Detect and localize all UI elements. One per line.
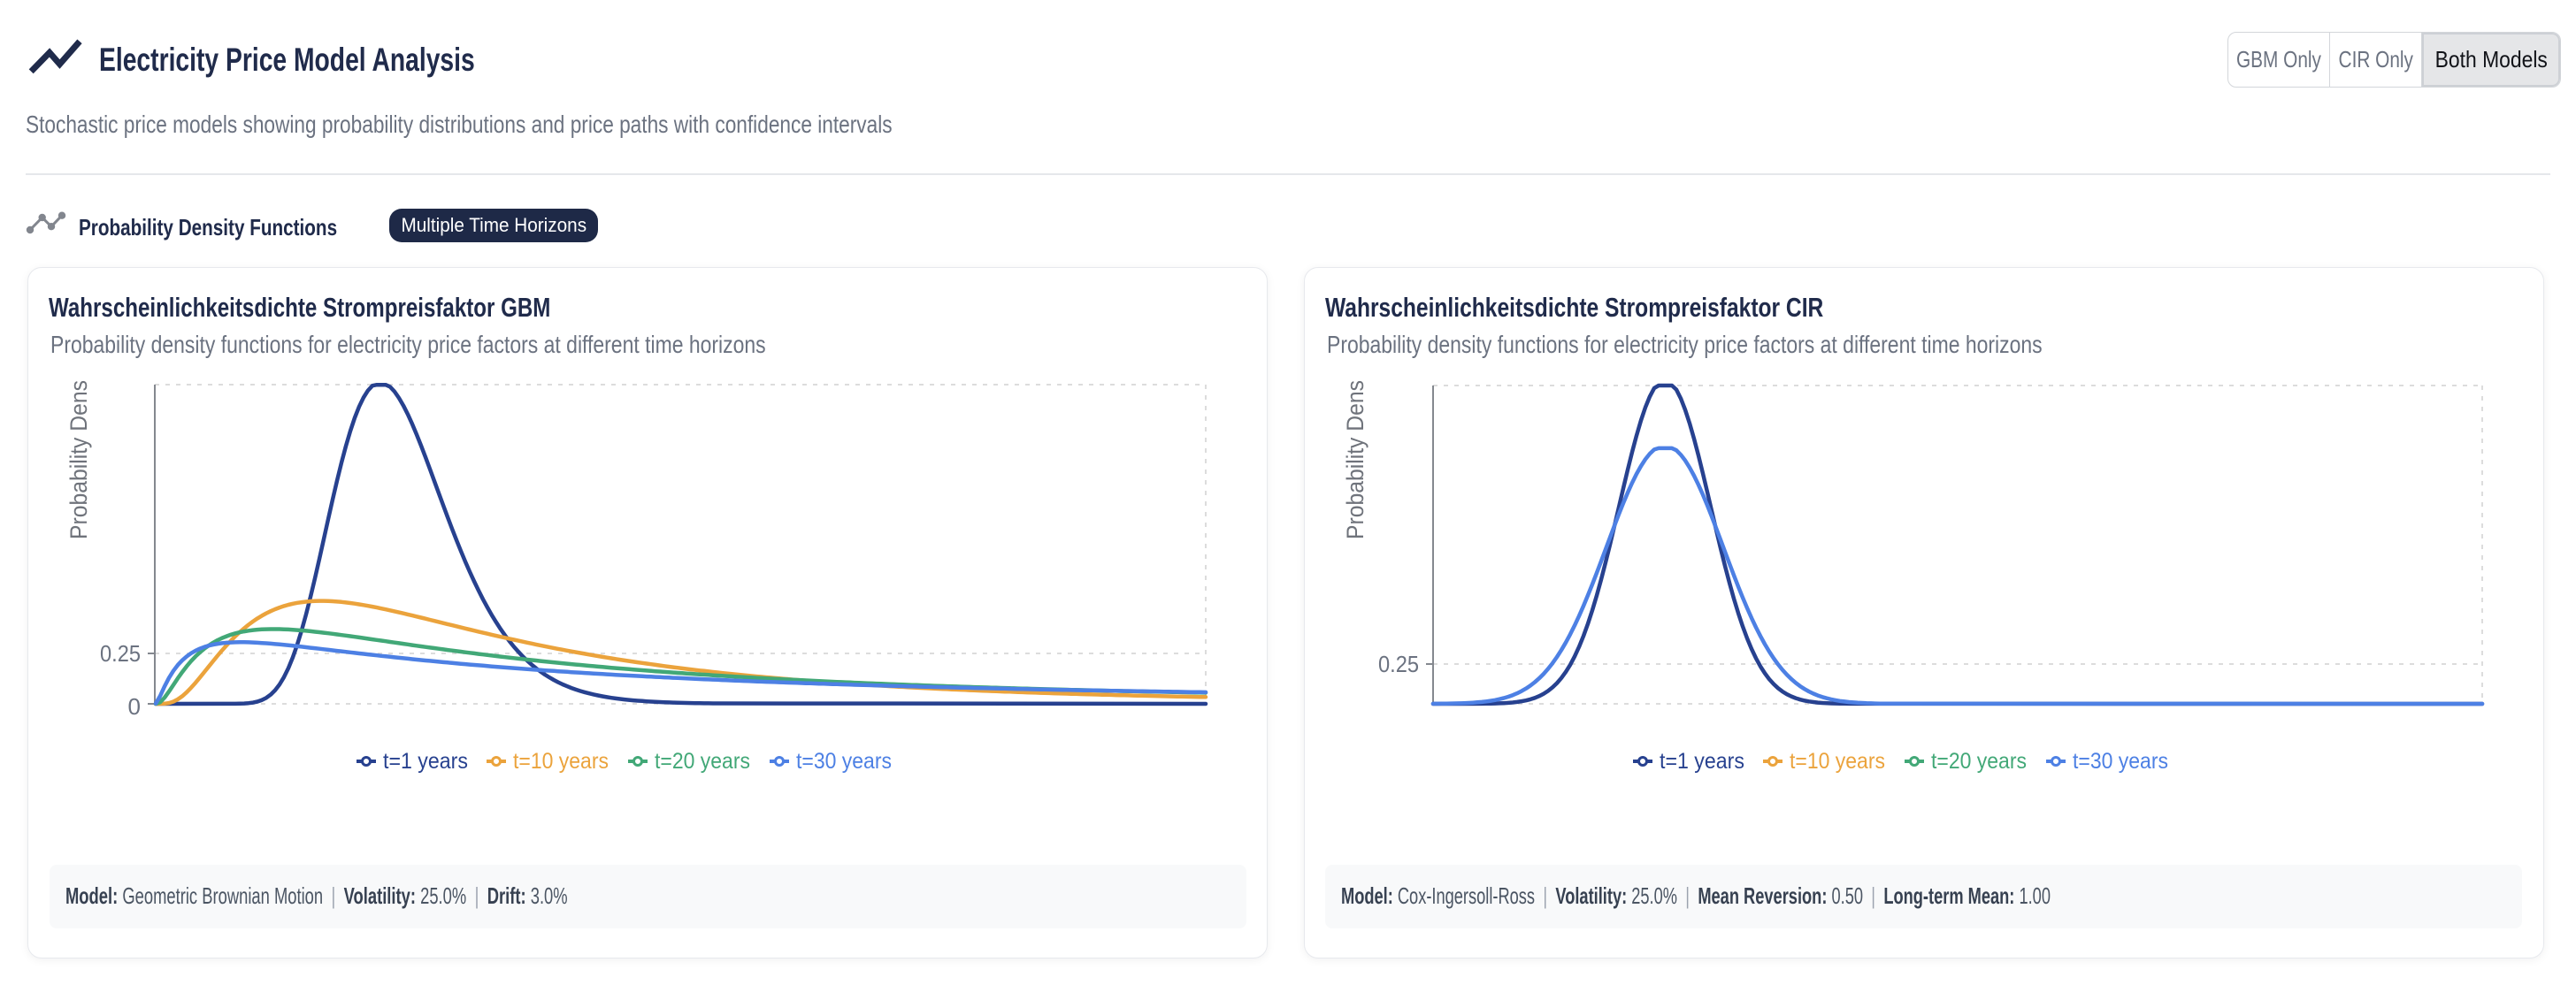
svg-text:t=1 years: t=1 years [383, 749, 468, 774]
svg-text:t=10 years: t=10 years [513, 749, 609, 774]
svg-text:0: 0 [128, 693, 141, 720]
svg-text:t=10 years: t=10 years [1790, 749, 1885, 774]
svg-text:t=30 years: t=30 years [2073, 749, 2168, 774]
svg-text:Probability Dens: Probability Dens [65, 380, 92, 539]
svg-text:t=20 years: t=20 years [655, 749, 750, 774]
svg-text:t=30 years: t=30 years [796, 749, 892, 774]
svg-text:t=20 years: t=20 years [1931, 749, 2027, 774]
svg-text:0.25: 0.25 [100, 640, 141, 667]
svg-text:0.25: 0.25 [1378, 651, 1419, 677]
svg-text:t=1 years: t=1 years [1660, 749, 1744, 774]
svg-text:Probability Dens: Probability Dens [1342, 380, 1368, 539]
